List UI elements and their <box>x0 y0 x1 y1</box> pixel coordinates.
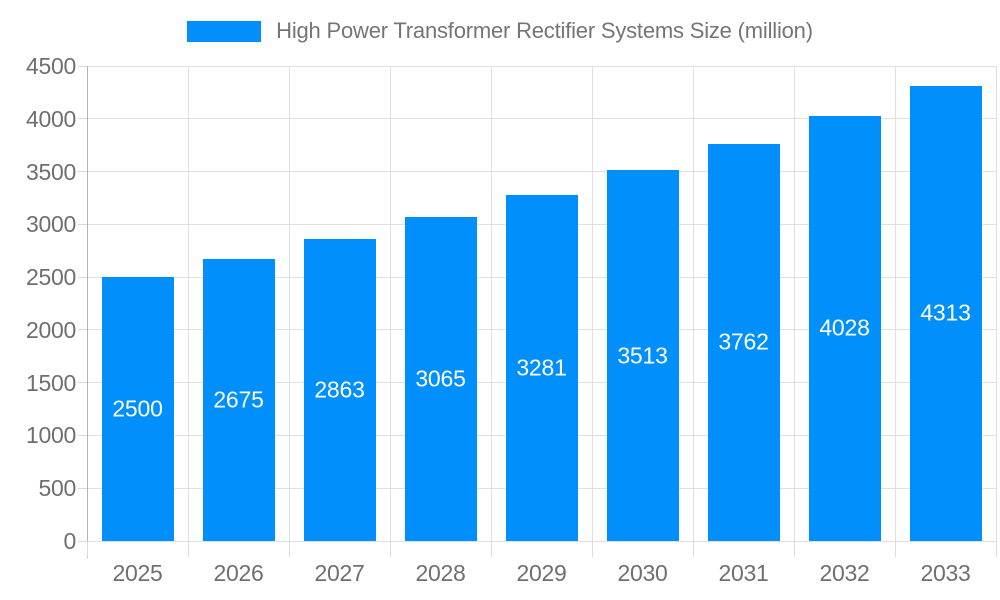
bar: 3762 <box>707 143 780 541</box>
x-axis-tick-label: 2032 <box>819 560 870 586</box>
y-axis-tick-label: 0 <box>63 528 77 554</box>
bar: 4028 <box>808 115 881 541</box>
gridline-horizontal <box>87 118 996 120</box>
y-axis-tick-mark <box>78 223 87 225</box>
x-axis-tick-label: 2025 <box>112 560 163 586</box>
bar: 3065 <box>404 217 477 541</box>
bar: 2863 <box>303 238 376 541</box>
y-axis-tick-mark <box>78 540 87 542</box>
x-axis-tick-mark <box>692 541 694 557</box>
bar-value-label: 2500 <box>112 395 163 422</box>
bar-value-label: 4313 <box>920 299 971 326</box>
bar-value-label: 3281 <box>516 354 567 381</box>
bar: 4313 <box>909 85 982 541</box>
y-axis-tick-mark <box>78 171 87 173</box>
y-axis-tick-label: 2000 <box>26 316 76 343</box>
gridline-vertical <box>591 66 593 541</box>
x-axis-tick-label: 2030 <box>617 560 668 586</box>
gridline-vertical <box>692 66 694 541</box>
bar-value-label: 3065 <box>415 365 466 392</box>
x-axis-tick-mark <box>894 541 896 557</box>
gridline-vertical <box>995 66 997 541</box>
x-axis-tick-label: 2033 <box>920 560 971 586</box>
x-axis-tick-mark <box>490 541 492 557</box>
y-axis-tick-label: 4500 <box>26 53 76 79</box>
x-axis-tick-label: 2029 <box>516 560 567 586</box>
y-axis-tick-label: 2500 <box>26 264 76 291</box>
gridline-vertical <box>389 66 391 541</box>
y-axis-line <box>87 66 88 558</box>
y-axis-tick-mark <box>78 382 87 384</box>
y-axis-tick-label: 3500 <box>26 158 76 185</box>
gridline-vertical <box>187 66 189 541</box>
bar-value-label: 3762 <box>718 328 769 355</box>
y-axis-tick-mark <box>78 118 87 120</box>
gridline-horizontal <box>87 171 996 173</box>
x-axis-tick-label: 2026 <box>213 560 264 586</box>
x-axis-tick-mark <box>793 541 795 557</box>
y-axis-tick-mark <box>78 434 87 436</box>
gridline-vertical <box>894 66 896 541</box>
bar-value-label: 3513 <box>617 342 668 369</box>
bar: 2500 <box>101 277 174 541</box>
bar-value-label: 2863 <box>314 376 365 403</box>
x-axis-tick-mark <box>995 541 997 557</box>
gridline-vertical <box>793 66 795 541</box>
bar-value-label: 2675 <box>213 386 264 413</box>
y-axis-tick-mark <box>78 276 87 278</box>
x-axis-tick-mark <box>389 541 391 557</box>
y-axis-tick-mark <box>78 65 87 67</box>
gridline-vertical <box>288 66 290 541</box>
gridline-vertical <box>490 66 492 541</box>
bar: 2675 <box>202 258 275 541</box>
plot-area: 2500 2675 2863 3065 3281 3513 3762 4028 4313 <box>87 65 997 542</box>
y-axis-tick-label: 3000 <box>26 211 76 238</box>
y-axis-tick-label: 1500 <box>26 369 76 396</box>
y-axis-tick-label: 500 <box>38 475 77 502</box>
x-axis-tick-mark <box>187 541 189 557</box>
x-axis-tick-mark <box>86 541 88 557</box>
legend-label: High Power Transformer Rectifier Systems… <box>276 18 813 43</box>
legend-swatch-icon <box>187 20 262 42</box>
bar-value-label: 4028 <box>819 314 870 341</box>
x-axis-tick-mark <box>288 541 290 557</box>
legend-item[interactable]: High Power Transformer Rectifier Systems… <box>0 18 1000 44</box>
x-axis-tick-label: 2028 <box>415 560 466 586</box>
y-axis-tick-label: 4000 <box>26 105 76 132</box>
bar: 3281 <box>505 194 578 541</box>
gridline-horizontal <box>87 540 996 542</box>
bar: 3513 <box>606 170 679 541</box>
y-axis-tick-label: 1000 <box>26 422 76 449</box>
x-axis-tick-mark <box>591 541 593 557</box>
x-axis-tick-label: 2027 <box>314 560 365 586</box>
gridline-horizontal <box>87 65 996 67</box>
x-axis-tick-label: 2031 <box>718 560 769 586</box>
y-axis-tick-mark <box>78 329 87 331</box>
y-axis-tick-mark <box>78 487 87 489</box>
